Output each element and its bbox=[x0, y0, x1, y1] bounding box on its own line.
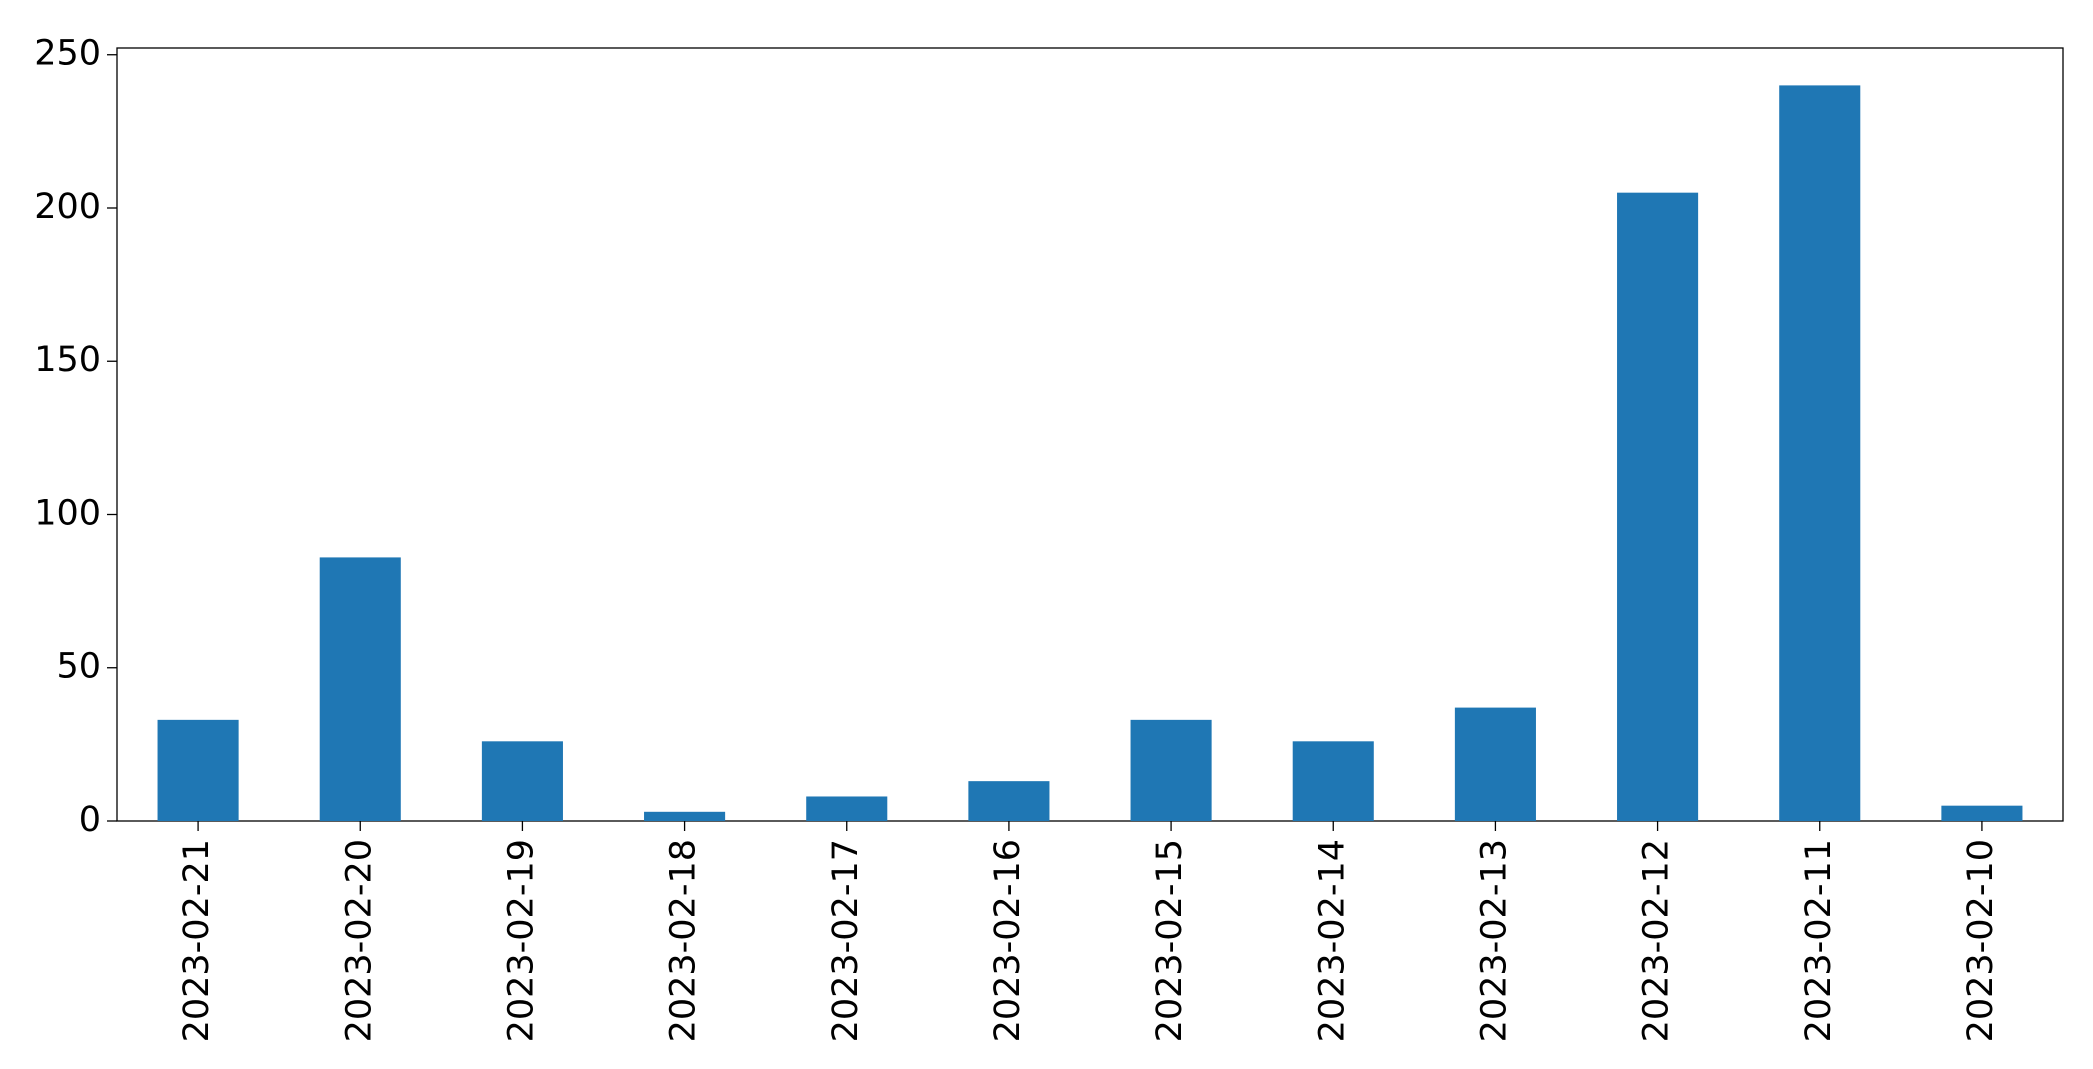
bar bbox=[1779, 85, 1861, 822]
bar bbox=[481, 741, 563, 821]
y-tick-label: 250 bbox=[34, 34, 101, 74]
plot-frame bbox=[116, 47, 2064, 822]
bar bbox=[644, 811, 726, 821]
x-tick-label: 2023-02-15 bbox=[1150, 839, 1190, 1042]
bar bbox=[1130, 719, 1212, 821]
bar bbox=[1941, 805, 2023, 821]
y-tick-label: 150 bbox=[34, 340, 101, 380]
x-tick-label: 2023-02-20 bbox=[339, 839, 379, 1042]
x-tick-label: 2023-02-17 bbox=[826, 839, 866, 1042]
x-tick-label: 2023-02-19 bbox=[501, 839, 541, 1042]
y-tick-label: 0 bbox=[79, 800, 101, 840]
bar bbox=[1617, 192, 1699, 821]
bar bbox=[1454, 707, 1536, 821]
x-tick-label: 2023-02-21 bbox=[177, 839, 217, 1042]
bar bbox=[319, 557, 401, 821]
x-tick-label: 2023-02-14 bbox=[1312, 839, 1352, 1042]
x-tick-label: 2023-02-12 bbox=[1637, 839, 1677, 1042]
x-tick-label: 2023-02-13 bbox=[1474, 839, 1514, 1042]
bar bbox=[1292, 741, 1374, 821]
y-tick-label: 200 bbox=[34, 187, 101, 227]
bar bbox=[157, 719, 239, 821]
y-tick-label: 100 bbox=[34, 493, 101, 533]
bar bbox=[968, 781, 1050, 821]
y-tick-label: 50 bbox=[56, 647, 101, 687]
x-tick-label: 2023-02-16 bbox=[988, 839, 1028, 1042]
bar bbox=[806, 796, 888, 821]
x-tick-label: 2023-02-10 bbox=[1961, 839, 2001, 1042]
x-tick-label: 2023-02-11 bbox=[1799, 839, 1839, 1042]
x-tick-label: 2023-02-18 bbox=[664, 839, 704, 1042]
